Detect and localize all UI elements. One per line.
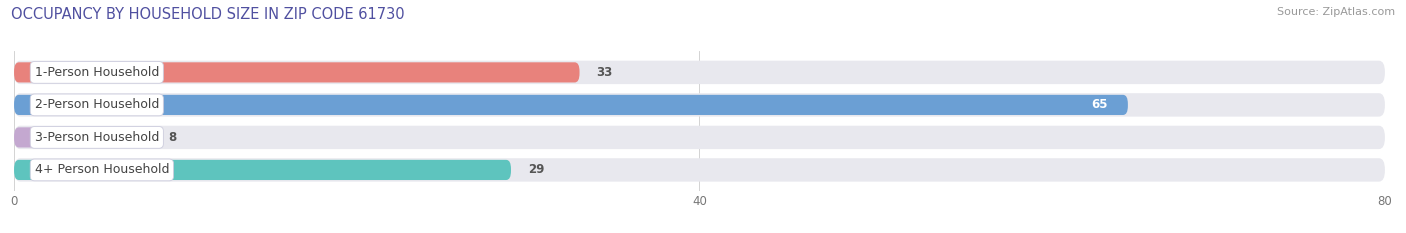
FancyBboxPatch shape [14,158,1385,182]
Text: OCCUPANCY BY HOUSEHOLD SIZE IN ZIP CODE 61730: OCCUPANCY BY HOUSEHOLD SIZE IN ZIP CODE … [11,7,405,22]
Text: 33: 33 [596,66,613,79]
Text: 2-Person Household: 2-Person Household [35,98,159,111]
FancyBboxPatch shape [14,127,152,147]
FancyBboxPatch shape [14,160,510,180]
FancyBboxPatch shape [14,61,1385,84]
FancyBboxPatch shape [14,95,1128,115]
FancyBboxPatch shape [14,126,1385,149]
Text: 3-Person Household: 3-Person Household [35,131,159,144]
Text: Source: ZipAtlas.com: Source: ZipAtlas.com [1277,7,1395,17]
Text: 4+ Person Household: 4+ Person Household [35,163,169,176]
Text: 1-Person Household: 1-Person Household [35,66,159,79]
Text: 65: 65 [1091,98,1108,111]
Text: 8: 8 [169,131,177,144]
Text: 29: 29 [529,163,544,176]
FancyBboxPatch shape [14,62,579,82]
FancyBboxPatch shape [14,93,1385,116]
